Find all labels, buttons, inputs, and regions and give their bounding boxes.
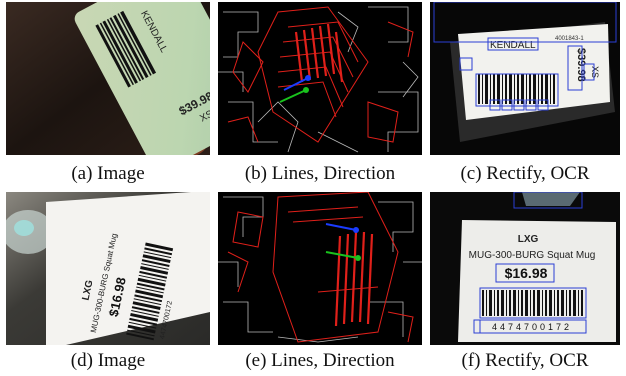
caption-f: (f) Rectify, OCR — [461, 350, 589, 371]
ocr-brand-top: KENDALL — [490, 40, 536, 51]
direction-line-blue-2 — [325, 223, 357, 231]
ocr-digits-bottom: 4474700172 — [492, 322, 572, 332]
edge-map-bottom — [218, 192, 422, 345]
caption-d: (d) Image — [70, 350, 146, 371]
ocr-size-top: XS — [590, 66, 600, 78]
panel-c-rectify: KENDALL 4001843-1 $39.98 XS — [430, 2, 620, 155]
caption-b: (b) Lines, Direction — [244, 163, 396, 184]
rectified-tag-top: KENDALL 4001843-1 $39.98 XS — [430, 2, 620, 155]
direction-line-green — [279, 89, 307, 103]
caption-a: (a) Image — [71, 163, 145, 184]
ocr-price-top: $39.98 — [575, 48, 587, 82]
panel-d-image: LXG MUG-300-BURG Squat Mug $16.98 447470… — [6, 192, 210, 345]
panel-f-rectify: LXG MUG-300-BURG Squat Mug $16.98 447470… — [430, 192, 620, 345]
tag-brand-lxg: LXG — [81, 279, 96, 302]
photo-tag-kendall: KENDALL $39.98 XS — [6, 2, 210, 155]
panel-b-lines — [218, 2, 422, 155]
edge-map-top — [218, 2, 422, 155]
tag-size: XS — [198, 108, 210, 124]
ocr-brand-bottom: LXG — [518, 234, 539, 245]
panel-e-lines — [218, 192, 422, 345]
ocr-price-bottom: $16.98 — [505, 265, 548, 281]
panel-a-image: KENDALL $39.98 XS — [6, 2, 210, 155]
caption-c: (c) Rectify, OCR — [460, 163, 590, 184]
direction-line-blue — [283, 77, 309, 91]
photo-tag-lxg: LXG MUG-300-BURG Squat Mug $16.98 447470… — [6, 192, 210, 345]
ocr-product-bottom: MUG-300-BURG Squat Mug — [469, 250, 596, 261]
rectified-tag-bottom: LXG MUG-300-BURG Squat Mug $16.98 447470… — [430, 192, 620, 345]
ocr-code-top: 4001843-1 — [555, 36, 584, 42]
caption-e: (e) Lines, Direction — [245, 350, 395, 371]
direction-line-green-2 — [325, 251, 359, 259]
